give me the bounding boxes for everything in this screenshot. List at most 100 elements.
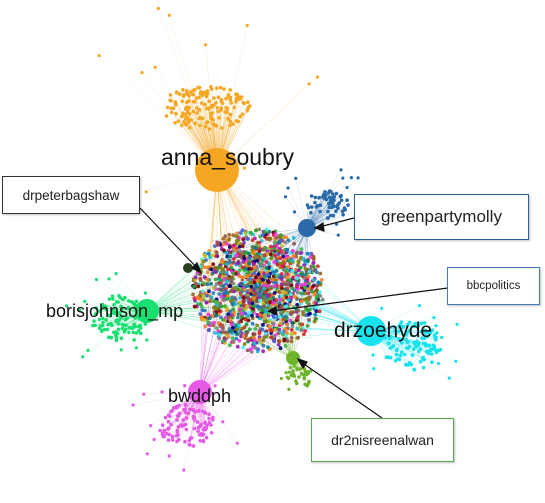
core-node (241, 299, 246, 304)
core-node (212, 285, 216, 290)
leaf-node (207, 416, 211, 421)
core-node (286, 265, 291, 269)
leaf-node (132, 302, 137, 307)
edge (99, 55, 218, 171)
edge (183, 391, 201, 471)
core-node (284, 304, 288, 309)
core-node (272, 284, 277, 288)
core-node (299, 283, 304, 287)
leaf-node (236, 94, 240, 98)
core-node (235, 287, 240, 292)
core-node (228, 289, 233, 294)
core-node (240, 244, 245, 249)
leaf-node (120, 326, 125, 331)
leaf-node (193, 87, 197, 92)
leaf-node (216, 95, 221, 99)
edge (146, 251, 225, 312)
leaf-node (204, 426, 209, 430)
leaf-node (313, 200, 317, 205)
leaf-node (107, 277, 111, 281)
leaf-node (440, 335, 444, 340)
leaf-node (156, 6, 160, 11)
core-node (285, 339, 290, 343)
hub-node-bwddph (188, 380, 212, 404)
leaf-node (107, 335, 111, 340)
leaf-node (232, 105, 236, 110)
leaf-node (120, 322, 125, 327)
core-node (226, 312, 231, 316)
core-node (278, 330, 283, 335)
leaf-node (127, 299, 131, 303)
leaf-node (158, 428, 162, 433)
leaf-node (221, 420, 225, 424)
core-node (231, 298, 235, 302)
leaf-node (116, 322, 121, 326)
core-node (271, 313, 275, 318)
leaf-node (245, 23, 249, 28)
core-node (292, 241, 296, 246)
core-node (242, 288, 247, 292)
core-node (278, 346, 283, 351)
leaf-node (422, 321, 427, 325)
core-node (217, 292, 222, 296)
core-node (225, 297, 230, 301)
core-node (202, 259, 206, 264)
leaf-node (402, 352, 407, 357)
edge (306, 177, 343, 229)
leaf-node (285, 375, 289, 379)
core-node (214, 326, 219, 330)
leaf-node (163, 415, 168, 420)
core-node (262, 256, 266, 261)
leaf-node (341, 176, 345, 180)
leaf-node (210, 87, 214, 91)
leaf-node (300, 372, 304, 376)
core-node (311, 256, 316, 261)
leaf-node (127, 330, 131, 335)
leaf-node (108, 321, 113, 326)
leaf-node (356, 176, 360, 180)
leaf-node (318, 203, 323, 207)
core-node (240, 326, 245, 331)
core-node (250, 321, 255, 326)
leaf-node (407, 360, 412, 365)
leaf-node (177, 437, 181, 442)
leaf-node (345, 198, 349, 202)
edge (199, 294, 258, 393)
core-node (220, 258, 225, 263)
core-node (263, 290, 268, 295)
core-node (240, 265, 245, 270)
edge (199, 311, 231, 393)
core-node (228, 245, 232, 250)
leaf-node (238, 162, 242, 166)
core-node (309, 289, 314, 294)
core-node (211, 253, 215, 258)
core-node (234, 323, 238, 327)
leaf-node (283, 195, 288, 199)
leaf-node (424, 343, 428, 348)
core-node (258, 298, 262, 303)
leaf-node (323, 195, 327, 200)
core-node (192, 296, 197, 300)
leaf-node (160, 390, 164, 394)
leaf-node (412, 368, 416, 372)
leaf-node (421, 365, 426, 370)
leaf-node (203, 420, 207, 425)
leaf-node (428, 331, 433, 335)
leaf-node (78, 308, 82, 312)
core-node (248, 230, 253, 235)
leaf-node (177, 411, 182, 416)
core-node (266, 345, 270, 350)
core-node (220, 323, 225, 328)
leaf-node (422, 357, 426, 362)
core-node (277, 289, 281, 294)
leaf-node (329, 205, 334, 210)
leaf-node (290, 372, 295, 377)
leaf-node (179, 423, 183, 427)
leaf-node (288, 365, 292, 370)
core-node (300, 272, 304, 277)
leaf-node (131, 330, 136, 335)
core-node (252, 255, 256, 260)
leaf-node (313, 195, 318, 200)
core-node (234, 332, 239, 337)
leaf-node (197, 116, 202, 121)
